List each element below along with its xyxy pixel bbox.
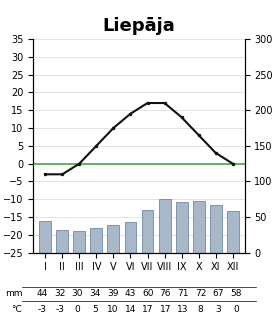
Text: 17: 17	[160, 305, 171, 314]
Bar	[142, 210, 153, 253]
Bar	[125, 222, 136, 253]
Text: 3: 3	[215, 305, 221, 314]
Text: 10: 10	[107, 305, 118, 314]
Text: 39: 39	[107, 289, 118, 298]
Bar	[39, 221, 51, 253]
Text: 13: 13	[177, 305, 189, 314]
Title: Liepāja: Liepāja	[103, 17, 175, 35]
Text: 5: 5	[92, 305, 98, 314]
Text: 71: 71	[177, 289, 189, 298]
Text: 8: 8	[198, 305, 203, 314]
Text: mm: mm	[5, 289, 22, 298]
Bar	[108, 225, 120, 253]
Bar	[73, 231, 85, 253]
Bar	[176, 202, 188, 253]
Text: 67: 67	[212, 289, 224, 298]
Bar	[210, 205, 222, 253]
Text: 0: 0	[75, 305, 80, 314]
Text: 30: 30	[72, 289, 83, 298]
Text: 43: 43	[125, 289, 136, 298]
Text: 60: 60	[142, 289, 153, 298]
Text: -3: -3	[55, 305, 64, 314]
Text: 17: 17	[142, 305, 153, 314]
Bar	[227, 211, 239, 253]
Bar	[158, 199, 170, 253]
Text: °C: °C	[11, 305, 22, 314]
Text: 0: 0	[233, 305, 239, 314]
Text: 44: 44	[36, 289, 48, 298]
Text: 58: 58	[230, 289, 242, 298]
Bar	[193, 202, 205, 253]
Y-axis label: mm: mm	[276, 135, 278, 157]
Text: -3: -3	[38, 305, 47, 314]
Text: 72: 72	[195, 289, 206, 298]
Text: 14: 14	[125, 305, 136, 314]
Bar	[56, 230, 68, 253]
Text: 32: 32	[54, 289, 65, 298]
Bar	[90, 228, 102, 253]
Text: 34: 34	[89, 289, 101, 298]
Text: 76: 76	[160, 289, 171, 298]
